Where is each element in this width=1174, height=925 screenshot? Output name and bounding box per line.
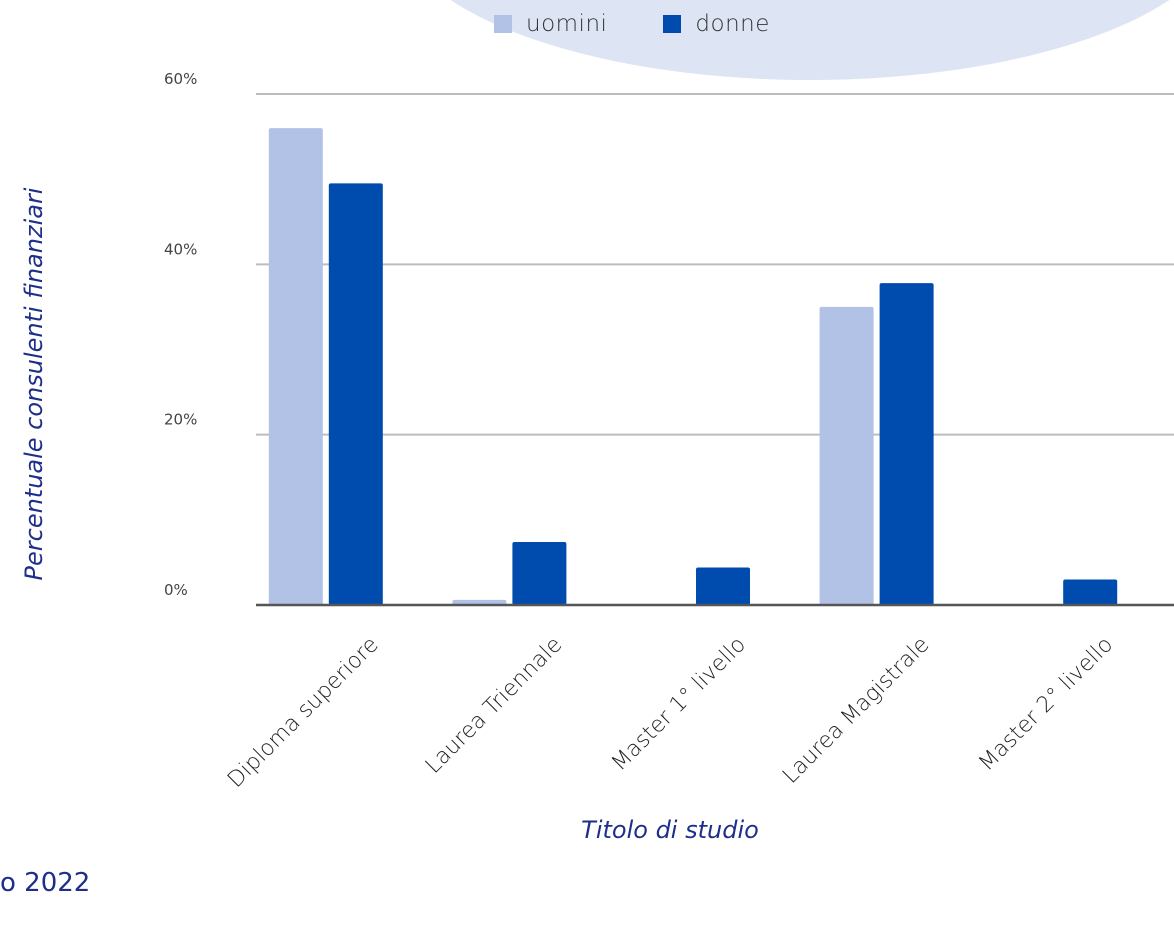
x-tick-label: Diploma superiore	[223, 632, 384, 793]
bar-uomini-1[interactable]	[452, 599, 507, 605]
x-tick-label: Laurea Magistrale	[778, 632, 934, 788]
legend-swatch-donne	[663, 15, 682, 33]
legend-swatch-uomini	[494, 15, 512, 33]
y-tick-label: 40%	[164, 240, 197, 258]
x-tick-label: Master 1° livello	[607, 632, 751, 776]
bar-uomini-0[interactable]	[268, 128, 323, 606]
footer-note: o 2022	[0, 868, 91, 898]
bar-donne-0[interactable]	[328, 183, 383, 606]
legend-item-uomini[interactable]: uomini	[494, 11, 607, 37]
legend-label-uomini: uomini	[526, 11, 608, 37]
y-tick-label: 0%	[164, 581, 188, 599]
legend-label-donne: donne	[695, 11, 770, 37]
legend-item-donne[interactable]: donne	[663, 11, 769, 37]
bar-donne-3[interactable]	[879, 283, 934, 605]
x-tick-label: Master 2° livello	[974, 632, 1118, 776]
legend: uomini donne	[494, 0, 770, 48]
y-axis-title: Percentuale consulenti finanziari	[20, 187, 48, 580]
y-tick-label: 60%	[164, 70, 197, 88]
bar-donne-4[interactable]	[1063, 579, 1118, 605]
bar-uomini-3[interactable]	[819, 306, 874, 605]
x-tick-label: Laurea Triennale	[421, 632, 567, 778]
y-tick-label: 20%	[164, 411, 197, 429]
bar-donne-1[interactable]	[512, 541, 567, 605]
bars	[268, 128, 1118, 606]
bar-donne-2[interactable]	[696, 567, 750, 605]
x-axis-title: Titolo di studio	[581, 816, 759, 844]
grid-lines	[256, 93, 1174, 436]
